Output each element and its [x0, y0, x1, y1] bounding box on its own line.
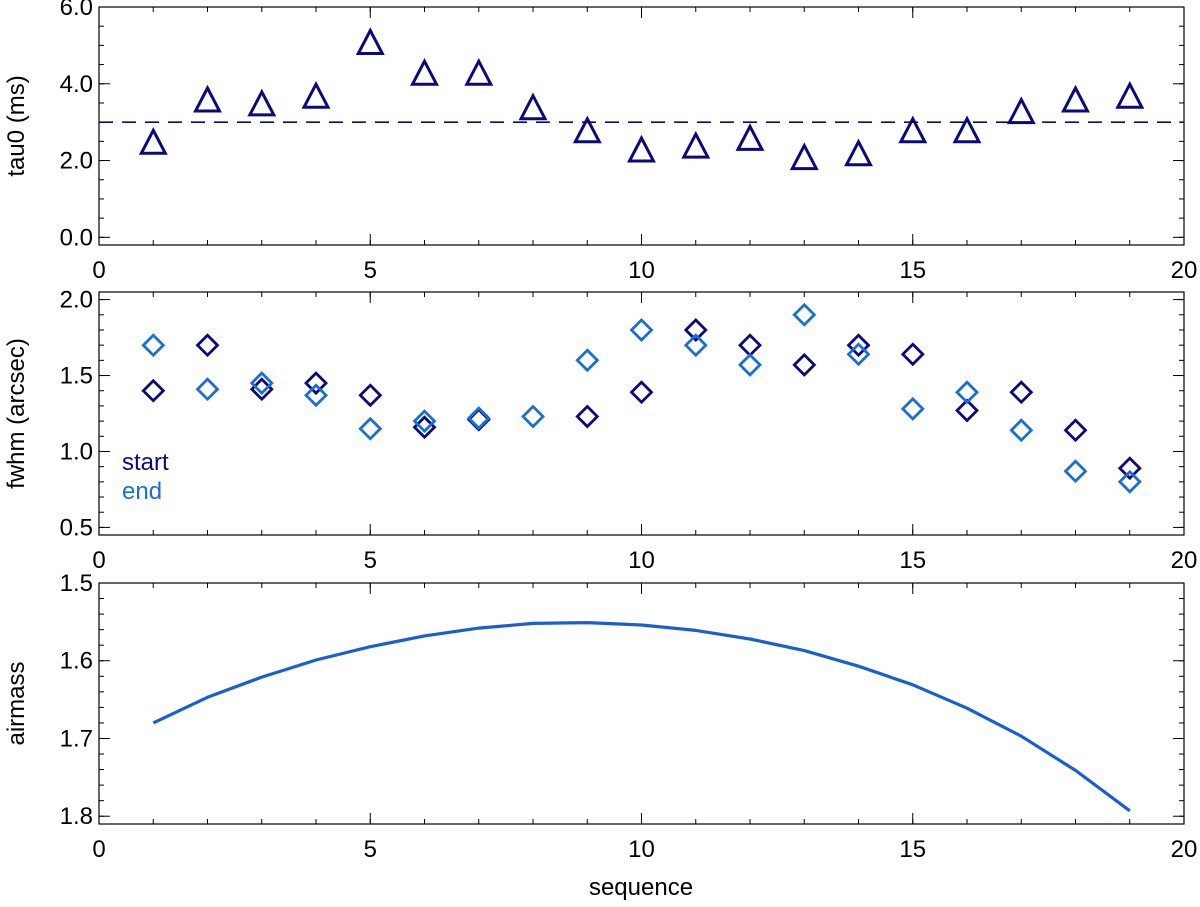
fwhm-legend-end: end: [122, 478, 162, 505]
fwhm-end-point: [141, 333, 166, 358]
fwhm-x-tick-label: 10: [628, 547, 655, 574]
tau0-x-tick-label: 5: [364, 257, 377, 284]
fwhm-y-tick-label: 0.5: [60, 514, 93, 541]
fwhm-end-point: [195, 377, 220, 402]
fwhm-start-point: [629, 380, 654, 405]
fwhm-end-point: [846, 342, 871, 367]
fwhm-start-point: [1117, 456, 1142, 481]
fwhm-y-tick-label: 1.0: [60, 438, 93, 465]
airmass-y-tick-label: 1.8: [60, 803, 93, 830]
airmass-x-tick-label: 15: [899, 836, 926, 863]
airmass-y-tick-label: 1.6: [60, 648, 93, 675]
tau0-point: [301, 80, 331, 109]
tau0-point: [952, 115, 982, 144]
fwhm-start-point: [1009, 380, 1034, 405]
tau0-x-tick-label: 20: [1171, 257, 1198, 284]
fwhm-end-point: [955, 380, 979, 405]
tau0-point: [1006, 96, 1036, 125]
fwhm-end-point: [358, 416, 383, 441]
tau0-point: [518, 92, 548, 121]
tau0-point: [627, 134, 656, 163]
tau0-y-tick-label: 2.0: [60, 148, 93, 175]
tau0-y-tick-label: 6.0: [60, 0, 93, 21]
fwhm-end-point: [792, 302, 817, 327]
fwhm-end-point: [1009, 418, 1034, 443]
fwhm-x-tick-label: 0: [92, 547, 105, 574]
tau0-point: [789, 142, 819, 171]
fwhm-start-point: [358, 383, 383, 408]
airmass-y-tick-label: 1.5: [60, 570, 93, 597]
fwhm-end-point: [304, 383, 328, 408]
fwhm-start-point: [846, 333, 871, 358]
fwhm-start-point: [738, 333, 762, 358]
fwhm-end-point: [629, 318, 654, 342]
fwhm-end-point: [738, 352, 762, 377]
fwhm-start-point: [412, 415, 437, 440]
airmass-x-tick-label: 10: [628, 836, 655, 863]
tau0-point: [681, 130, 711, 159]
airmass-panel: 0 5 10 15 20 1.5 1.6 1.7 1.8 airmass: [3, 570, 1197, 863]
airmass-x-tick-label: 5: [364, 836, 377, 863]
airmass-x-tick-label: 0: [92, 836, 105, 863]
fwhm-start-point: [575, 404, 600, 429]
tau0-point: [247, 88, 277, 117]
fwhm-start-point: [195, 333, 220, 358]
fwhm-start-point: [683, 318, 708, 342]
tau0-x-tick-label: 0: [92, 257, 105, 284]
tau0-point: [572, 115, 602, 144]
tau0-y-tick-label: 0.0: [60, 224, 93, 251]
fwhm-y-axis-label: fwhm (arcsec): [3, 338, 30, 489]
tau0-x-tick-label: 15: [899, 257, 926, 284]
fwhm-end-point: [900, 396, 925, 421]
tau0-point: [844, 138, 873, 167]
fwhm-end-point: [683, 333, 708, 358]
tau0-y-tick-label: 4.0: [60, 71, 93, 98]
fwhm-legend-start: start: [122, 449, 169, 476]
airmass-series-line: [152, 620, 1131, 813]
fwhm-end-point: [575, 348, 600, 373]
tau0-x-tick-label: 10: [628, 257, 655, 284]
fwhm-start-point: [900, 342, 925, 367]
fwhm-start-point: [792, 352, 817, 377]
fwhm-start-point: [141, 378, 166, 403]
tau0-panel: 0 5 10 15 20 0.0 2.0 4.0 6.0 tau0 (ms): [3, 0, 1197, 284]
fwhm-x-tick-label: 20: [1171, 547, 1198, 574]
fwhm-end-point: [521, 404, 545, 429]
fwhm-start-point: [955, 398, 979, 423]
tau0-point: [1061, 84, 1090, 113]
tau0-point: [355, 27, 385, 55]
tau0-plot-frame: [98, 6, 1185, 246]
fwhm-y-tick-label: 2.0: [60, 287, 93, 314]
airmass-x-tick-label: 20: [1171, 836, 1198, 863]
tau0-point: [464, 57, 494, 86]
airmass-y-tick-label: 1.7: [60, 725, 93, 752]
fwhm-panel: 0 5 10 15 20 0.5 1.0 1.5 2.0 fwhm (arcsec) starten…: [3, 287, 1197, 574]
airmass-plot-frame: [98, 582, 1185, 825]
fwhm-end-point: [412, 409, 437, 434]
tau0-point: [410, 57, 439, 86]
fwhm-end-point: [466, 406, 491, 431]
x-axis-label: sequence: [589, 874, 693, 901]
fwhm-start-point: [249, 377, 274, 402]
fwhm-start-point: [1063, 418, 1088, 443]
fwhm-end-point: [1117, 469, 1142, 494]
fwhm-x-tick-label: 15: [899, 547, 926, 574]
tau0-y-axis-label: tau0 (ms): [3, 75, 30, 176]
tau0-point: [138, 127, 168, 155]
tau0-point: [1115, 80, 1145, 109]
fwhm-end-point: [249, 371, 274, 396]
fwhm-start-point: [304, 371, 328, 396]
tau0-point: [193, 84, 222, 113]
fwhm-end-point: [1063, 459, 1088, 484]
tau0-point: [898, 115, 928, 144]
airmass-y-axis-label: airmass: [3, 661, 30, 745]
tau0-point: [735, 123, 765, 151]
fwhm-y-tick-label: 1.5: [60, 363, 93, 390]
fwhm-plot-frame: [98, 291, 1185, 536]
fwhm-x-tick-label: 5: [364, 547, 377, 574]
